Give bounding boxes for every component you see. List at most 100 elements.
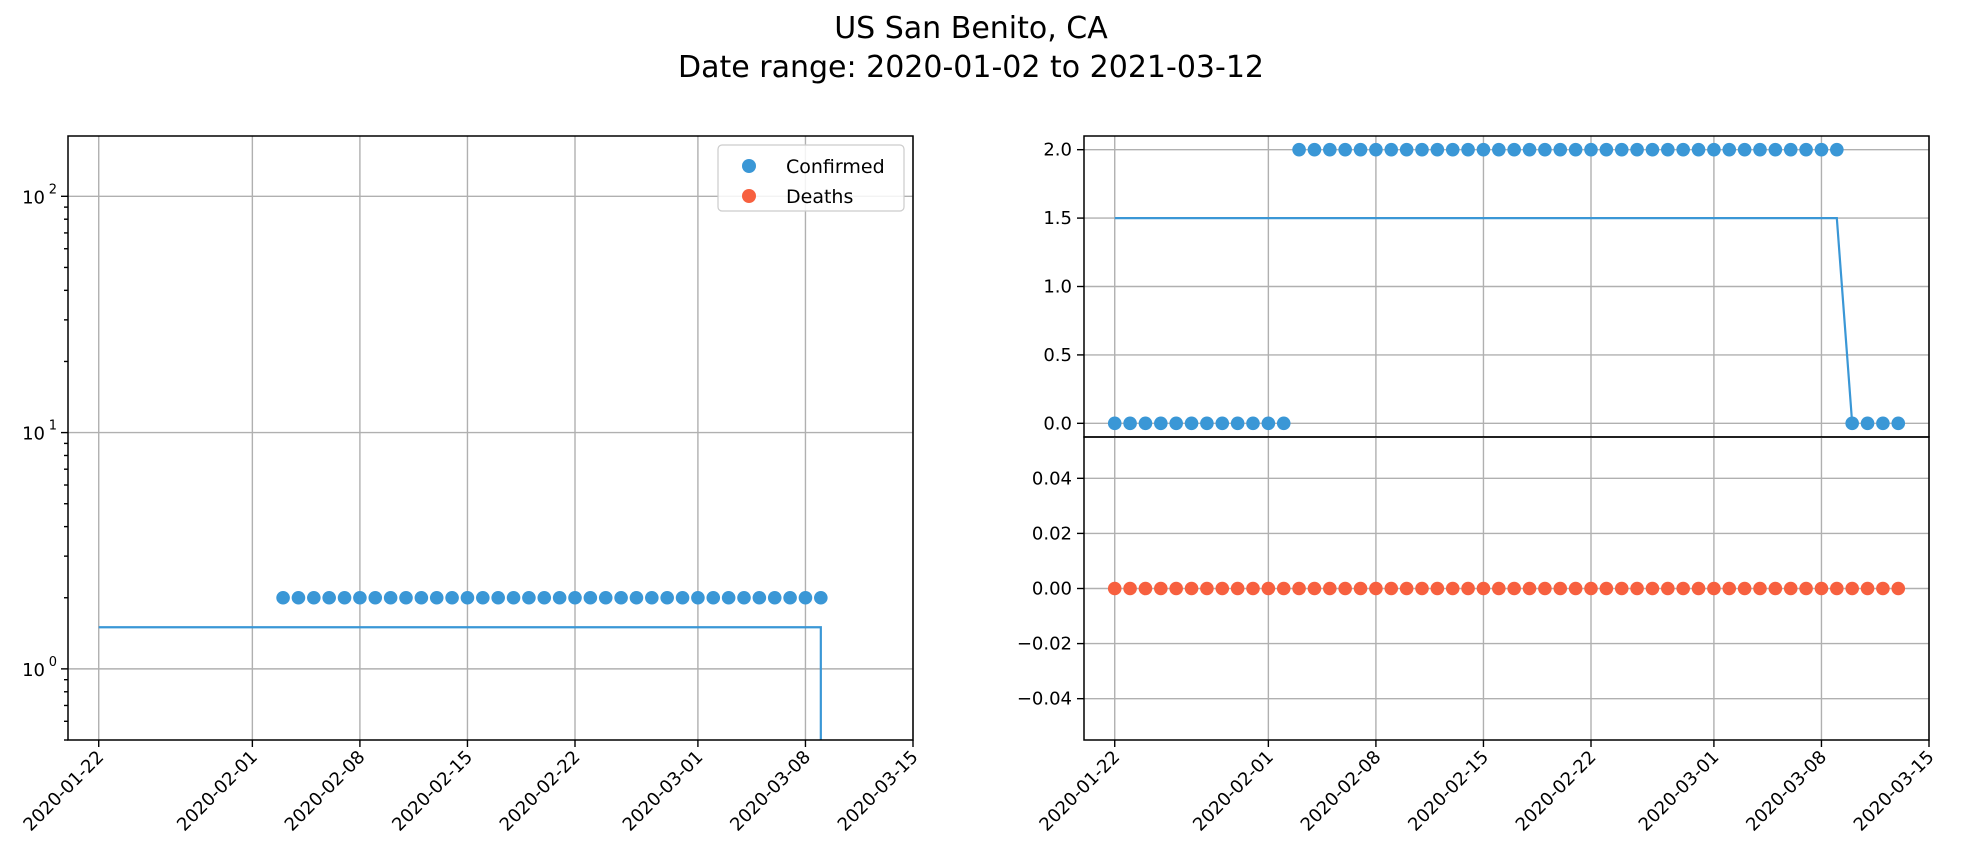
confirmed-point (291, 590, 306, 605)
deaths-point (1522, 581, 1537, 596)
confirmed-point (368, 590, 383, 605)
confirmed-point (583, 590, 598, 605)
deaths-point (1399, 581, 1414, 596)
confirmed-point (1461, 142, 1475, 157)
deaths-point (1891, 581, 1906, 596)
confirmed-point (1707, 142, 1721, 157)
confirmed-point (337, 590, 352, 605)
confirmed-point (1860, 416, 1875, 431)
confirmed-point (276, 590, 290, 605)
confirmed-point (1138, 416, 1153, 431)
deaths-point (1461, 581, 1475, 596)
confirmed-point (1323, 142, 1337, 157)
confirmed-point (353, 590, 367, 605)
deaths-point (1614, 581, 1629, 596)
confirmed-point (798, 590, 813, 605)
y-tick-base: 10 (22, 660, 45, 681)
x-tick-label: 2020-01-22 (1035, 747, 1124, 836)
deaths-point (1707, 581, 1721, 596)
deaths-point (1814, 581, 1829, 596)
confirmed-point (1645, 142, 1660, 157)
deaths-point (1691, 581, 1706, 596)
confirmed-point (1107, 416, 1122, 431)
legend-label: Deaths (786, 186, 853, 208)
confirmed-point (1415, 142, 1429, 157)
deaths-point (1184, 581, 1199, 596)
deaths-point (1860, 581, 1875, 596)
confirmed-point (1584, 142, 1598, 157)
y-tick-exponent: 2 (49, 182, 57, 197)
confirmed-point (399, 590, 413, 605)
y-tick-label: 0.5 (1043, 345, 1072, 366)
x-tick-label: 2020-02-15 (388, 747, 477, 836)
confirmed-legend-marker (742, 159, 756, 173)
confirmed-point (522, 590, 536, 605)
confirmed-point (1292, 142, 1306, 157)
x-tick-label: 2020-03-15 (834, 747, 923, 836)
deaths-point (1553, 581, 1568, 596)
deaths-point (1661, 581, 1675, 596)
confirmed-point (737, 590, 751, 605)
confirmed-point (1445, 142, 1460, 157)
deaths-point (1768, 581, 1783, 596)
y-tick-label: 0.0 (1043, 413, 1072, 434)
deaths-point (1430, 581, 1445, 596)
deaths-point (1154, 581, 1168, 596)
x-tick-label: 2020-02-22 (496, 747, 585, 836)
confirmed-point (1215, 416, 1230, 431)
deaths-legend-marker (742, 189, 756, 203)
confirmed-point (1599, 142, 1614, 157)
confirmed-point (414, 590, 429, 605)
confirmed-point (383, 590, 398, 605)
confirmed-point (1722, 142, 1737, 157)
confirmed-point (1507, 142, 1521, 157)
figure-title-line1: US San Benito, CA (834, 11, 1108, 46)
deaths-point (1107, 581, 1122, 596)
confirmed-point (1154, 416, 1168, 431)
y-tick-label: 1.0 (1043, 277, 1072, 298)
confirmed-point (1384, 142, 1399, 157)
deaths-point (1323, 581, 1337, 596)
deaths-point (1261, 581, 1276, 596)
confirmed-point (491, 590, 505, 605)
x-tick-label: 2020-03-08 (726, 747, 815, 836)
confirmed-point (1522, 142, 1537, 157)
deaths-point (1645, 581, 1660, 596)
confirmed-point (645, 590, 659, 605)
axes-frame (67, 135, 914, 741)
confirmed-point (1799, 142, 1813, 157)
confirmed-point (476, 590, 490, 605)
y-tick-exponent: 1 (49, 419, 57, 434)
confirmed-point (1246, 416, 1260, 431)
deaths-point (1783, 581, 1798, 596)
confirmed-line (98, 626, 822, 740)
confirmed-point (1430, 142, 1445, 157)
x-tick-label: 2020-02-01 (1189, 747, 1278, 836)
y-tick-label: 0.00 (1032, 579, 1072, 600)
deaths-point (1369, 581, 1383, 596)
deaths-point (1630, 581, 1644, 596)
x-tick-label: 2020-02-22 (1512, 747, 1601, 836)
x-tick-label: 2020-03-15 (1850, 747, 1939, 836)
confirmed-point (1200, 416, 1214, 431)
deaths-point (1753, 581, 1767, 596)
deaths-point (1538, 581, 1552, 596)
confirmed-point (1876, 416, 1890, 431)
deaths-point (1307, 581, 1322, 596)
confirmed-point (721, 590, 736, 605)
y-tick-label: −0.02 (1017, 634, 1072, 655)
deaths-point (1215, 581, 1230, 596)
figure-title-line2: Date range: 2020-01-02 to 2021-03-12 (678, 50, 1264, 85)
deaths-point (1230, 581, 1245, 596)
confirmed-point (1169, 416, 1183, 431)
confirmed-point (1369, 142, 1383, 157)
confirmed-point (1753, 142, 1767, 157)
confirmed-point (1568, 142, 1583, 157)
confirmed-point (675, 590, 690, 605)
confirmed-point (614, 590, 628, 605)
confirmed-point (429, 590, 444, 605)
deaths-point (1492, 581, 1506, 596)
x-tick-label: 2020-03-08 (1742, 747, 1831, 836)
y-tick-label: 0.02 (1032, 523, 1072, 544)
